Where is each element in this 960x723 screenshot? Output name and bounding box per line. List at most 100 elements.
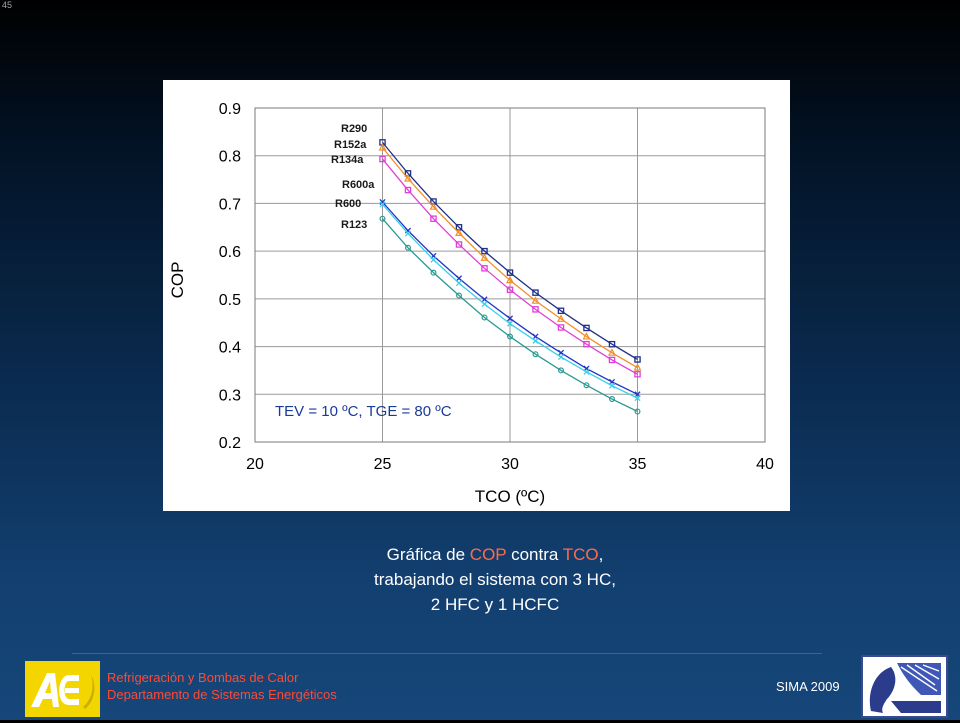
slide-number: 45 xyxy=(2,0,13,10)
department-logo xyxy=(25,661,100,717)
data-point xyxy=(506,286,514,294)
x-tick-label: 35 xyxy=(629,456,647,473)
data-point xyxy=(557,324,565,331)
data-point xyxy=(634,408,641,415)
chart-panel: 20 25 30 35 40 0.2 0.3 0.4 0.5 0.6 0.7 0.8 0.9 TCO (º… xyxy=(163,80,790,511)
caption-highlight-cop: COP xyxy=(469,545,507,564)
y-tick-label: 0.8 xyxy=(219,149,241,166)
data-point xyxy=(583,324,590,332)
y-tick-label: 0.4 xyxy=(219,340,241,357)
caption-line-3: 2 HFC y 1 HCFC xyxy=(430,595,560,614)
data-point xyxy=(583,382,590,389)
y-tick-label: 0.7 xyxy=(219,196,241,213)
data-point xyxy=(505,275,515,284)
data-point xyxy=(609,396,616,403)
caption-highlight-tco: TCO xyxy=(562,545,599,564)
footer-institution: Refrigeración y Bombas de Calor Departam… xyxy=(107,669,337,703)
caption-text-1: Gráfica de xyxy=(386,545,470,564)
data-point xyxy=(532,306,539,313)
condition-annotation: TEV = 10 ºC, TGE = 80 ºC xyxy=(275,403,452,420)
data-point xyxy=(608,340,616,348)
y-axis-label: COP xyxy=(168,262,187,299)
data-point xyxy=(582,332,591,340)
data-point xyxy=(633,363,642,371)
data-point xyxy=(634,370,641,378)
data-point xyxy=(531,296,540,304)
data-point xyxy=(558,367,565,374)
data-point xyxy=(404,230,412,237)
series-line xyxy=(381,147,638,369)
x-tick-label: 25 xyxy=(374,456,392,473)
footer-line-1: Refrigeración y Bombas de Calor xyxy=(107,670,299,685)
data-point xyxy=(379,155,386,163)
x-tick-label: 40 xyxy=(756,456,774,473)
data-point xyxy=(583,340,590,348)
data-point xyxy=(481,265,488,272)
data-point xyxy=(430,215,437,222)
data-point xyxy=(481,314,488,321)
data-point xyxy=(507,333,514,340)
y-tick-label: 0.3 xyxy=(219,387,241,404)
data-point xyxy=(455,241,463,248)
data-point xyxy=(429,202,438,210)
data-point xyxy=(532,351,539,358)
data-point xyxy=(634,395,641,402)
data-point xyxy=(532,337,539,344)
data-point xyxy=(480,253,489,261)
data-point xyxy=(454,228,464,237)
data-point xyxy=(430,269,437,276)
data-point xyxy=(404,186,412,194)
series-label: R600a xyxy=(342,179,375,191)
data-point xyxy=(557,307,565,315)
caption-line-1: Gráfica de COP contra TCO, xyxy=(250,542,740,567)
data-point xyxy=(608,382,616,389)
data-point xyxy=(456,292,463,299)
series-label: R290 xyxy=(341,123,367,135)
series-line xyxy=(381,141,638,361)
data-point xyxy=(379,201,386,208)
y-tick-label: 0.2 xyxy=(219,435,241,452)
data-point xyxy=(379,198,386,206)
data-point xyxy=(607,348,617,356)
data-point xyxy=(455,275,463,282)
y-tick-label: 0.9 xyxy=(219,101,241,118)
footer-line-2: Departamento de Sistemas Energéticos xyxy=(107,687,337,702)
y-tick-label: 0.5 xyxy=(219,292,241,309)
data-point xyxy=(403,174,413,182)
data-point xyxy=(556,314,566,322)
data-point xyxy=(608,356,616,364)
data-point xyxy=(378,143,387,151)
department-logo-graphic xyxy=(31,673,95,709)
caption-text-2: contra xyxy=(506,545,563,564)
data-point xyxy=(405,244,412,251)
plot-frame xyxy=(254,107,766,443)
series-label: R152a xyxy=(334,139,367,151)
data-point xyxy=(379,215,386,222)
data-point xyxy=(557,354,565,361)
series-label: R123 xyxy=(341,219,367,231)
data-point xyxy=(481,301,488,308)
chart-caption: Gráfica de COP contra TCO, trabajando el… xyxy=(250,542,740,617)
series-line xyxy=(381,158,638,375)
data-point xyxy=(481,296,488,303)
caption-line-2: trabajando el sistema con 3 HC, xyxy=(374,570,616,589)
footer-divider xyxy=(72,653,822,654)
data-point xyxy=(532,289,539,296)
data-point xyxy=(506,320,514,327)
data-point xyxy=(455,280,463,287)
data-point xyxy=(634,356,641,363)
caption-text-3: , xyxy=(598,545,604,564)
x-tick-label: 30 xyxy=(501,456,519,473)
university-logo xyxy=(861,655,948,718)
cop-vs-tco-chart: 20 25 30 35 40 0.2 0.3 0.4 0.5 0.6 0.7 0.8 0.9 TCO (º… xyxy=(168,101,774,506)
series-label: R600 xyxy=(335,198,361,210)
event-label: SIMA 2009 xyxy=(776,679,840,694)
x-tick-label: 20 xyxy=(246,456,264,473)
data-point xyxy=(506,269,514,276)
series-label: R134a xyxy=(331,154,364,166)
data-point xyxy=(583,368,590,375)
data-point xyxy=(506,315,514,322)
series-line xyxy=(382,218,638,413)
data-point xyxy=(430,256,437,263)
x-axis-label: TCO (ºC) xyxy=(475,487,545,506)
